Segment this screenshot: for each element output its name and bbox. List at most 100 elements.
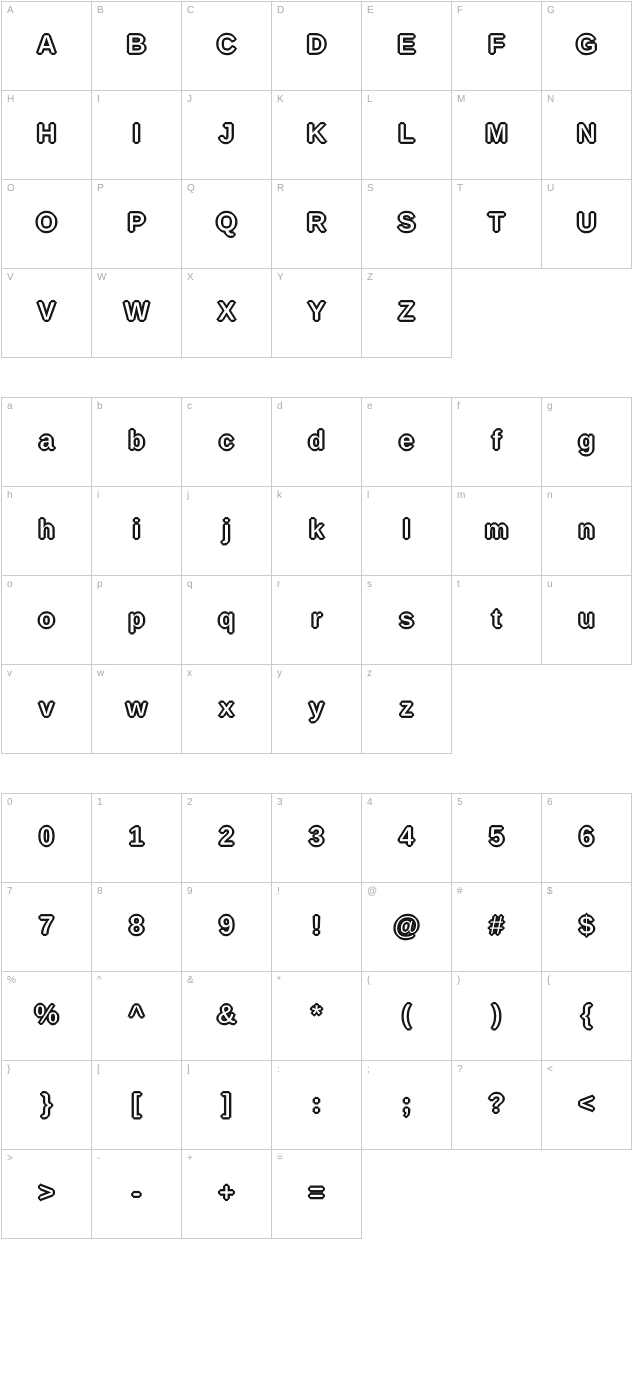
cell-glyph: Y [308, 296, 325, 327]
charmap-cell: OO [1, 179, 92, 269]
charmap-cell: RR [271, 179, 362, 269]
charmap-cell: II [91, 90, 182, 180]
cell-label: W [97, 272, 106, 283]
charmap-cell: LL [361, 90, 452, 180]
cell-label: T [457, 183, 463, 194]
cell-glyph: 4 [399, 821, 413, 852]
cell-glyph: 9 [219, 910, 233, 941]
cell-glyph: ^ [129, 999, 144, 1030]
cell-glyph: b [129, 425, 145, 456]
cell-glyph: p [129, 603, 145, 634]
cell-label: p [97, 579, 103, 590]
charmap-cell: JJ [181, 90, 272, 180]
cell-glyph: ! [312, 910, 321, 941]
cell-glyph: W [124, 296, 149, 327]
cell-label: o [7, 579, 13, 590]
cell-glyph: v [39, 692, 53, 723]
cell-label: 5 [457, 797, 463, 808]
cell-glyph: k [309, 514, 323, 545]
charmap-cell: jj [181, 486, 272, 576]
cell-glyph: V [38, 296, 55, 327]
cell-glyph: + [219, 1177, 234, 1208]
charmap-cell: 55 [451, 793, 542, 883]
cell-label: 0 [7, 797, 13, 808]
cell-glyph: t [492, 603, 501, 634]
cell-label: ) [457, 975, 460, 986]
cell-label: q [187, 579, 193, 590]
charmap-cell: && [181, 971, 272, 1061]
cell-glyph: o [39, 603, 55, 634]
cell-label: f [457, 401, 460, 412]
cell-label: ] [187, 1064, 190, 1075]
charmap-cell: FF [451, 1, 542, 91]
charmap-cell: UU [541, 179, 632, 269]
charmap-cell: @@ [361, 882, 452, 972]
charmap-cell: ** [271, 971, 362, 1061]
cell-glyph: G [576, 29, 596, 60]
cell-label: ? [457, 1064, 463, 1075]
cell-glyph: ? [489, 1088, 505, 1119]
cell-label: I [97, 94, 100, 105]
cell-label: = [277, 1153, 283, 1164]
cell-label: ^ [97, 975, 102, 986]
cell-label: $ [547, 886, 553, 897]
cell-glyph: K [307, 118, 326, 149]
charmap-cell: xx [181, 664, 272, 754]
charmap-cell: tt [451, 575, 542, 665]
cell-label: 3 [277, 797, 283, 808]
charmap-cell: TT [451, 179, 542, 269]
cell-glyph: N [577, 118, 596, 149]
cell-label: l [367, 490, 369, 501]
charmap-cell: ss [361, 575, 452, 665]
charmap-cell: mm [451, 486, 542, 576]
cell-label: n [547, 490, 553, 501]
charmap-cell: dd [271, 397, 362, 487]
charmap-cell: hh [1, 486, 92, 576]
charmap-cell: DD [271, 1, 362, 91]
cell-glyph: * [311, 999, 321, 1030]
charmap-cell: CC [181, 1, 272, 91]
charmap-cell: uu [541, 575, 632, 665]
charmap-cell: ZZ [361, 268, 452, 358]
cell-glyph: < [579, 1088, 594, 1119]
cell-label: % [7, 975, 16, 986]
cell-glyph: z [400, 692, 413, 723]
cell-glyph: H [37, 118, 56, 149]
cell-label: N [547, 94, 554, 105]
cell-label: E [367, 5, 374, 16]
cell-glyph: m [485, 514, 508, 545]
cell-label: r [277, 579, 280, 590]
cell-glyph: I [133, 118, 140, 149]
cell-glyph: 1 [129, 821, 143, 852]
cell-label: [ [97, 1064, 100, 1075]
cell-label: 4 [367, 797, 373, 808]
cell-glyph: e [399, 425, 413, 456]
cell-label: j [187, 490, 189, 501]
cell-glyph: } [41, 1088, 51, 1119]
cell-glyph: D [307, 29, 326, 60]
cell-glyph: T [489, 207, 505, 238]
cell-glyph: A [37, 29, 56, 60]
charmap-cell: HH [1, 90, 92, 180]
cell-label: s [367, 579, 372, 590]
charmap-cell: nn [541, 486, 632, 576]
charmap-cell: == [271, 1149, 362, 1239]
charmap-cell: 00 [1, 793, 92, 883]
charmap-cell: 11 [91, 793, 182, 883]
charmap-cell: !! [271, 882, 362, 972]
cell-label: + [187, 1153, 193, 1164]
cell-glyph: x [219, 692, 233, 723]
charmap-cell: 44 [361, 793, 452, 883]
charmap-cell: (( [361, 971, 452, 1061]
charmap-cell: PP [91, 179, 182, 269]
cell-label: : [277, 1064, 280, 1075]
charmap-cell: NN [541, 90, 632, 180]
charmap-cell: aa [1, 397, 92, 487]
charmap-cell: 88 [91, 882, 182, 972]
cell-label: P [97, 183, 104, 194]
charmap-cell: KK [271, 90, 362, 180]
cell-glyph: u [579, 603, 595, 634]
cell-label: Z [367, 272, 373, 283]
cell-glyph: ] [222, 1088, 231, 1119]
cell-label: 1 [97, 797, 103, 808]
